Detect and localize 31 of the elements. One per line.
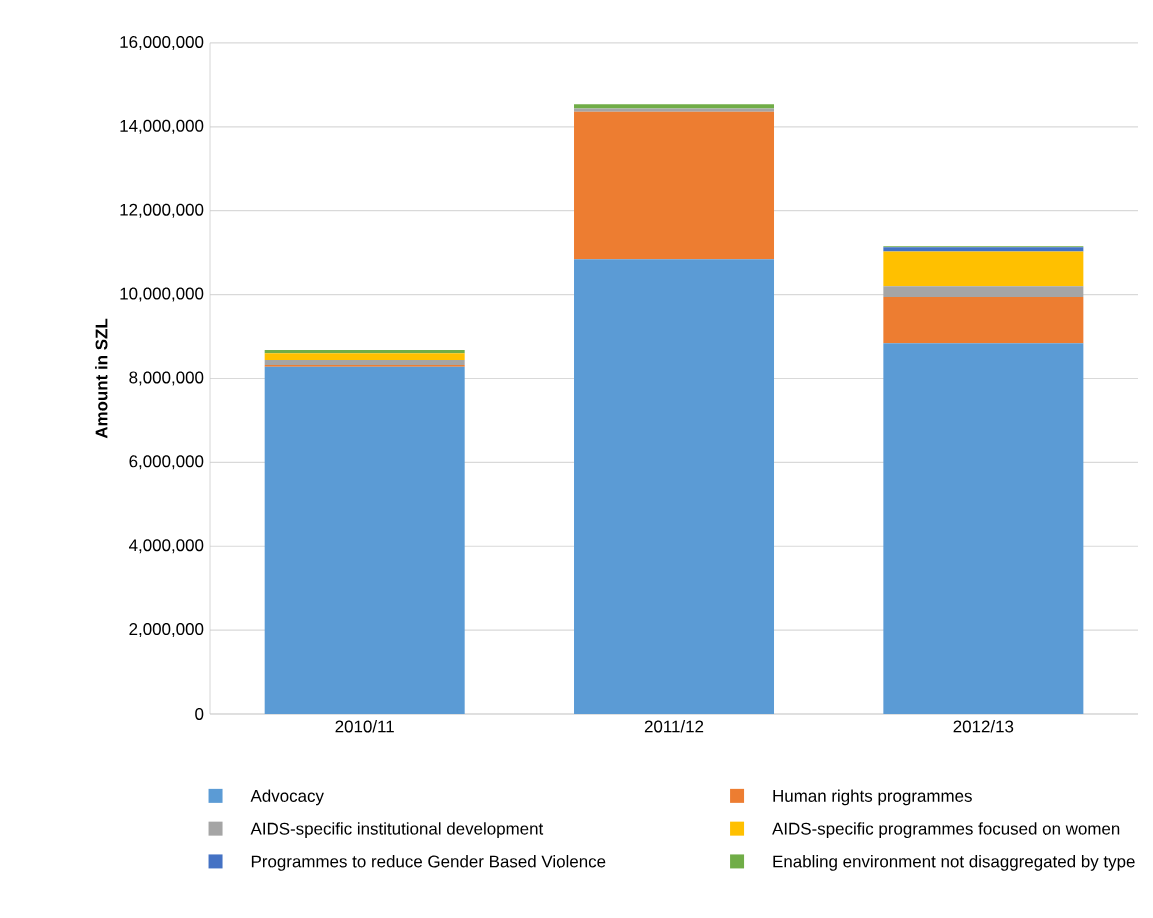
x-tick-label: 2012/13 bbox=[953, 720, 1014, 733]
y-tick-label: 12,000,000 bbox=[120, 203, 204, 218]
bar bbox=[883, 251, 1084, 287]
y-tick-label: 4,000,000 bbox=[128, 539, 204, 554]
y-tick-label: 10,000,000 bbox=[120, 287, 204, 302]
y-tick-label: 16,000,000 bbox=[120, 35, 204, 50]
y-tick-label: 0 bbox=[195, 708, 204, 720]
y-axis-title: Amount in SZL bbox=[95, 318, 108, 439]
y-tick-label: 14,000,000 bbox=[120, 119, 204, 134]
bar bbox=[883, 343, 1084, 714]
bar bbox=[574, 259, 775, 714]
y-tick-label: 2,000,000 bbox=[129, 623, 204, 638]
legend-label: Programmes to reduce Gender Based Violence bbox=[251, 855, 606, 871]
legend-label: Human rights programmes bbox=[773, 789, 972, 806]
x-tick-label: 2010/11 bbox=[335, 720, 394, 733]
bar bbox=[883, 286, 1084, 298]
y-tick-label: 6,000,000 bbox=[129, 455, 204, 470]
legend-label: AIDS-specific institutional development bbox=[250, 822, 544, 839]
bar bbox=[264, 353, 465, 361]
bar bbox=[883, 247, 1084, 252]
legend-label: AIDS-specific programmes focused on women bbox=[772, 822, 1120, 839]
bar bbox=[574, 111, 775, 260]
x-tick-label: 2011/12 bbox=[644, 720, 704, 733]
bar bbox=[574, 104, 775, 109]
bar bbox=[264, 366, 465, 714]
bar bbox=[883, 297, 1084, 344]
legend-label: Enabling environment not disaggregated by type bbox=[773, 855, 1135, 871]
y-tick-label: 8,000,000 bbox=[129, 371, 204, 386]
bar bbox=[264, 360, 465, 366]
legend-label: Advocacy bbox=[250, 789, 324, 806]
bar bbox=[574, 108, 775, 112]
